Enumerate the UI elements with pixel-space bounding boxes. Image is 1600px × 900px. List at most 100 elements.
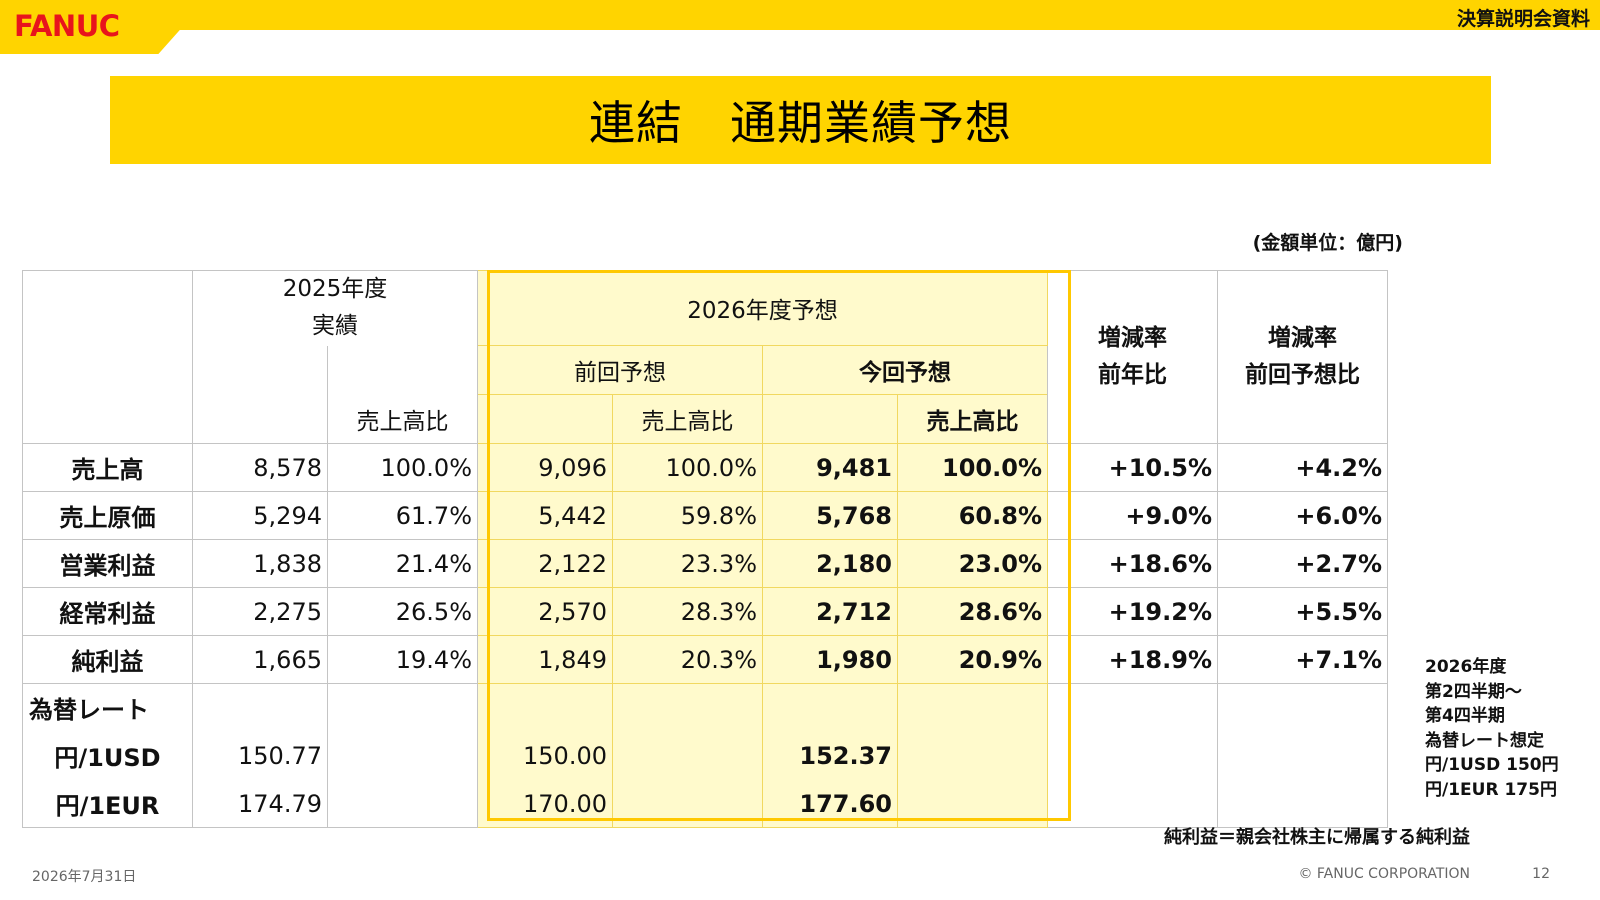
fy25-ratio: 61.7%: [327, 491, 478, 540]
corner-cell: [22, 270, 193, 444]
top-band: [0, 0, 1600, 30]
curr-ratio: 100.0%: [897, 443, 1048, 492]
fx-cell: [612, 779, 763, 828]
table-row: 売上高 8,578 100.0% 9,096 100.0% 9,481 100.…: [22, 443, 1388, 492]
prev-value: 1,849: [477, 635, 613, 684]
vs-prev-value: +7.1%: [1217, 635, 1388, 684]
prev-ratio: 23.3%: [612, 539, 763, 588]
prev-value: 2,122: [477, 539, 613, 588]
fx-eur-label: 円/1EUR: [22, 779, 193, 828]
header-fy25-blank: [192, 394, 328, 444]
prev-value: 9,096: [477, 443, 613, 492]
yoy-value: +18.6%: [1047, 539, 1218, 588]
fx-label: 為替レート: [22, 683, 193, 732]
row-label: 経常利益: [22, 587, 193, 636]
footer-copyright: © FANUC CORPORATION: [1298, 866, 1470, 882]
prev-ratio: 28.3%: [612, 587, 763, 636]
fx-cell: [1047, 779, 1218, 828]
unit-note: (金額単位：億円): [1252, 232, 1403, 254]
fy25-ratio: 21.4%: [327, 539, 478, 588]
fy25-value: 5,294: [192, 491, 328, 540]
table-row: 売上原価 5,294 61.7% 5,442 59.8% 5,768 60.8%…: [22, 491, 1388, 540]
header-fy25-ratio: 売上高比: [327, 394, 478, 444]
header-prev-blank: [477, 394, 613, 444]
fx-cell: [327, 779, 478, 828]
yoy-value: +19.2%: [1047, 587, 1218, 636]
table-row: 営業利益 1,838 21.4% 2,122 23.3% 2,180 23.0%…: [22, 539, 1388, 588]
fx-cell: [1047, 731, 1218, 780]
fx-eur-row: 円/1EUR 174.79 170.00 177.60: [22, 779, 1388, 828]
fx-usd-row: 円/1USD 150.77 150.00 152.37: [22, 731, 1388, 780]
fy25-ratio: 100.0%: [327, 443, 478, 492]
header-curr-forecast: 今回予想: [762, 345, 1048, 395]
row-label: 売上原価: [22, 491, 193, 540]
fy25-value: 8,578: [192, 443, 328, 492]
yoy-value: +10.5%: [1047, 443, 1218, 492]
logo-tab: [0, 0, 180, 54]
header-fy2025: 2025年度 実績: [192, 270, 478, 346]
fx-cell: [897, 683, 1048, 732]
vs-prev-value: +4.2%: [1217, 443, 1388, 492]
fx-header-row: 為替レート: [22, 683, 1388, 732]
curr-value: 1,980: [762, 635, 898, 684]
curr-value: 2,712: [762, 587, 898, 636]
row-label: 営業利益: [22, 539, 193, 588]
fx-cell: [327, 683, 478, 732]
page-title: 連結 通期業績予想: [589, 96, 1012, 150]
header-vs-prev: 増減率 前回予想比: [1217, 270, 1388, 444]
header-fy2025-spacer2: [327, 345, 478, 395]
header-curr-ratio: 売上高比: [897, 394, 1048, 444]
prev-ratio: 100.0%: [612, 443, 763, 492]
fx-cell: [762, 683, 898, 732]
table-row: 純利益 1,665 19.4% 1,849 20.3% 1,980 20.9% …: [22, 635, 1388, 684]
header-prev-ratio: 売上高比: [612, 394, 763, 444]
fx-cell: [612, 731, 763, 780]
yoy-value: +9.0%: [1047, 491, 1218, 540]
fx-cell: [1217, 683, 1388, 732]
row-label: 純利益: [22, 635, 193, 684]
prev-value: 2,570: [477, 587, 613, 636]
header-prev-forecast: 前回予想: [477, 345, 763, 395]
fx-prev-eur: 170.00: [477, 779, 613, 828]
header-fy2026: 2026年度予想: [477, 270, 1048, 346]
fx-cell: [477, 683, 613, 732]
fx-cell: [192, 683, 328, 732]
fx-cell: [612, 683, 763, 732]
footer-date: 2026年7月31日: [32, 869, 137, 885]
curr-value: 2,180: [762, 539, 898, 588]
fx-cell: [1217, 779, 1388, 828]
fy25-value: 1,838: [192, 539, 328, 588]
fy25-ratio: 26.5%: [327, 587, 478, 636]
fx-cell: [897, 731, 1048, 780]
fx-fy25-eur: 174.79: [192, 779, 328, 828]
fy25-value: 2,275: [192, 587, 328, 636]
fx-curr-usd: 152.37: [762, 731, 898, 780]
prev-ratio: 59.8%: [612, 491, 763, 540]
fanuc-logo: FANUC: [14, 9, 120, 43]
yoy-value: +18.9%: [1047, 635, 1218, 684]
table-row: 経常利益 2,275 26.5% 2,570 28.3% 2,712 28.6%…: [22, 587, 1388, 636]
header-yoy: 増減率 前年比: [1047, 270, 1218, 444]
fx-cell: [897, 779, 1048, 828]
fx-fy25-usd: 150.77: [192, 731, 328, 780]
vs-prev-value: +2.7%: [1217, 539, 1388, 588]
title-bar: 連結 通期業績予想: [110, 76, 1491, 164]
curr-ratio: 28.6%: [897, 587, 1048, 636]
fy25-ratio: 19.4%: [327, 635, 478, 684]
page-number: 12: [1532, 866, 1550, 882]
vs-prev-value: +5.5%: [1217, 587, 1388, 636]
fx-usd-label: 円/1USD: [22, 731, 193, 780]
forecast-table: 2025年度 実績 2026年度予想 増減率 前年比 増減率 前回予想比 前回予…: [22, 270, 1388, 828]
document-label: 決算説明会資料: [1456, 8, 1590, 30]
prev-ratio: 20.3%: [612, 635, 763, 684]
fx-cell: [1047, 683, 1218, 732]
header-fy2025-spacer: [192, 345, 328, 395]
curr-ratio: 20.9%: [897, 635, 1048, 684]
curr-value: 5,768: [762, 491, 898, 540]
curr-ratio: 23.0%: [897, 539, 1048, 588]
fy25-value: 1,665: [192, 635, 328, 684]
fx-cell: [327, 731, 478, 780]
row-label: 売上高: [22, 443, 193, 492]
fx-assumption-note: 2026年度 第2四半期～ 第4四半期 為替レート想定 円/1USD 150円 …: [1425, 657, 1559, 800]
curr-ratio: 60.8%: [897, 491, 1048, 540]
